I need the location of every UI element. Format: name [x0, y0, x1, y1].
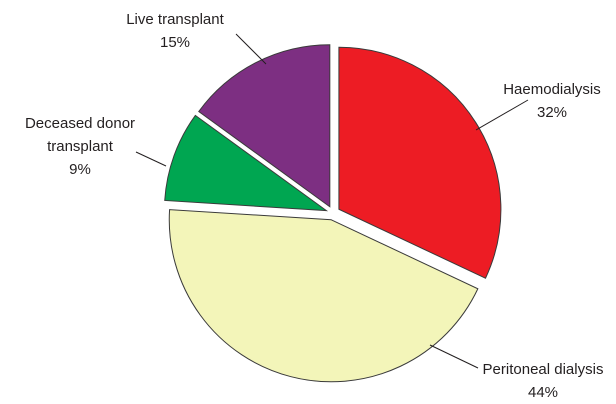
leader-line — [429, 344, 479, 369]
category-label: Haemodialysis — [503, 81, 601, 98]
pie-slice — [168, 209, 479, 383]
category-label: Peritoneal dialysis — [482, 361, 604, 378]
leader-line — [135, 151, 167, 167]
category-label: Live transplant — [126, 11, 224, 28]
pie-slice — [338, 46, 502, 279]
leader-line — [235, 33, 267, 65]
pie-slice — [164, 114, 329, 212]
value-label: 44% — [527, 384, 559, 401]
slice-label: Live transplant 15% — [100, 8, 250, 54]
leader-line — [475, 99, 529, 131]
pie-slice — [198, 44, 331, 208]
category-label: Deceased donor transplant — [24, 115, 136, 155]
slice-label: Haemodialysis 32% — [482, 78, 616, 124]
value-label: 9% — [69, 161, 91, 178]
slice-label: Peritoneal dialysis 44% — [458, 358, 616, 404]
value-label: 32% — [536, 104, 568, 121]
value-label: 15% — [159, 34, 191, 51]
slice-label: Deceased donor transplant 9% — [5, 112, 155, 181]
